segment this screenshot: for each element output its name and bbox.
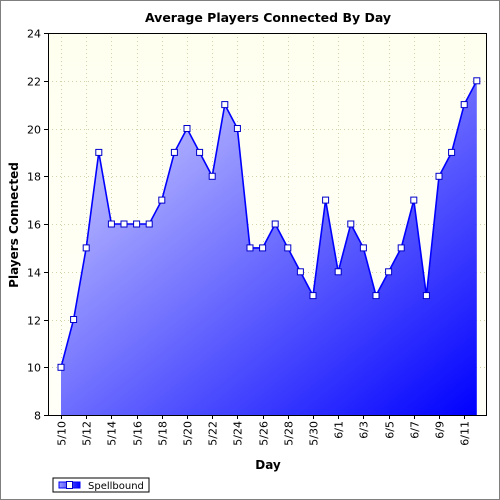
y-tick-label: 24 (27, 28, 41, 41)
data-markers (57, 77, 481, 371)
y-tick-label: 16 (27, 219, 41, 232)
data-point (145, 220, 153, 228)
x-tick-label: 6/3 (358, 421, 371, 439)
data-point (259, 244, 267, 252)
x-axis-label: Day (255, 458, 281, 472)
x-tick-label: 6/11 (459, 421, 472, 446)
series-line-spellbound (60, 80, 478, 368)
data-point (372, 292, 380, 300)
x-tick-label: 6/9 (434, 421, 447, 439)
plot-border (48, 33, 487, 416)
data-point (70, 316, 78, 323)
x-tick-label: 6/5 (384, 421, 397, 439)
data-point (183, 125, 191, 132)
x-tick-label: 5/28 (283, 421, 296, 446)
x-tick-label: 5/26 (258, 421, 271, 446)
x-tick-label: 5/20 (182, 421, 195, 446)
data-point (271, 220, 279, 228)
y-axis-label: Players Connected (7, 162, 21, 288)
data-point (448, 148, 456, 156)
data-point (334, 268, 342, 276)
data-point (120, 220, 128, 228)
data-point (246, 244, 254, 252)
y-tick-label: 14 (27, 267, 41, 280)
data-point (460, 101, 468, 109)
y-axis-ticks: 8 10 12 14 16 18 20 22 24 (27, 28, 48, 423)
x-axis-ticks: 5/10 5/12 5/14 5/16 5/18 5/20 5/22 5/24 5/26 5/28… (56, 415, 472, 446)
data-point (57, 363, 65, 371)
data-point (347, 220, 355, 228)
x-tick-label: 5/24 (232, 421, 245, 446)
chart-title: Average Players Connected By Day (145, 10, 391, 25)
data-point (233, 125, 241, 132)
y-tick-label: 8 (34, 410, 41, 423)
data-point (309, 292, 317, 300)
data-point (95, 148, 103, 156)
x-tick-label: 5/16 (132, 421, 145, 446)
data-point (296, 268, 304, 276)
x-tick-label: 5/10 (56, 421, 69, 446)
series-area-spellbound (61, 80, 477, 416)
x-tick-label: 5/12 (81, 421, 94, 446)
data-point (208, 172, 216, 180)
data-point (322, 196, 330, 204)
x-tick-label: 5/14 (106, 421, 119, 446)
y-tick-label: 12 (27, 315, 41, 328)
y-tick-label: 20 (27, 124, 41, 137)
legend: Spellbound (52, 477, 150, 493)
x-tick-label: 6/7 (409, 421, 422, 439)
data-point (410, 196, 418, 204)
y-tick-label: 18 (27, 171, 41, 184)
x-tick-label: 5/30 (308, 421, 321, 446)
y-tick-label: 22 (27, 76, 41, 89)
data-point (422, 292, 430, 300)
data-point (107, 220, 115, 228)
data-point (385, 268, 393, 276)
data-point (196, 148, 204, 156)
x-tick-label: 6/1 (333, 421, 346, 439)
data-point (133, 220, 141, 228)
data-point (158, 196, 166, 204)
data-point (397, 244, 405, 252)
data-point (473, 77, 481, 85)
y-tick-label: 10 (27, 362, 41, 375)
legend-label-spellbound: Spellbound (88, 481, 144, 492)
legend-marker (66, 481, 73, 489)
data-point (435, 172, 443, 180)
data-point (82, 244, 90, 252)
data-point (359, 244, 367, 252)
data-point (221, 101, 229, 109)
x-tick-label: 5/22 (207, 421, 220, 446)
data-point (284, 244, 292, 252)
x-tick-label: 5/18 (157, 421, 170, 446)
data-point (170, 148, 178, 156)
